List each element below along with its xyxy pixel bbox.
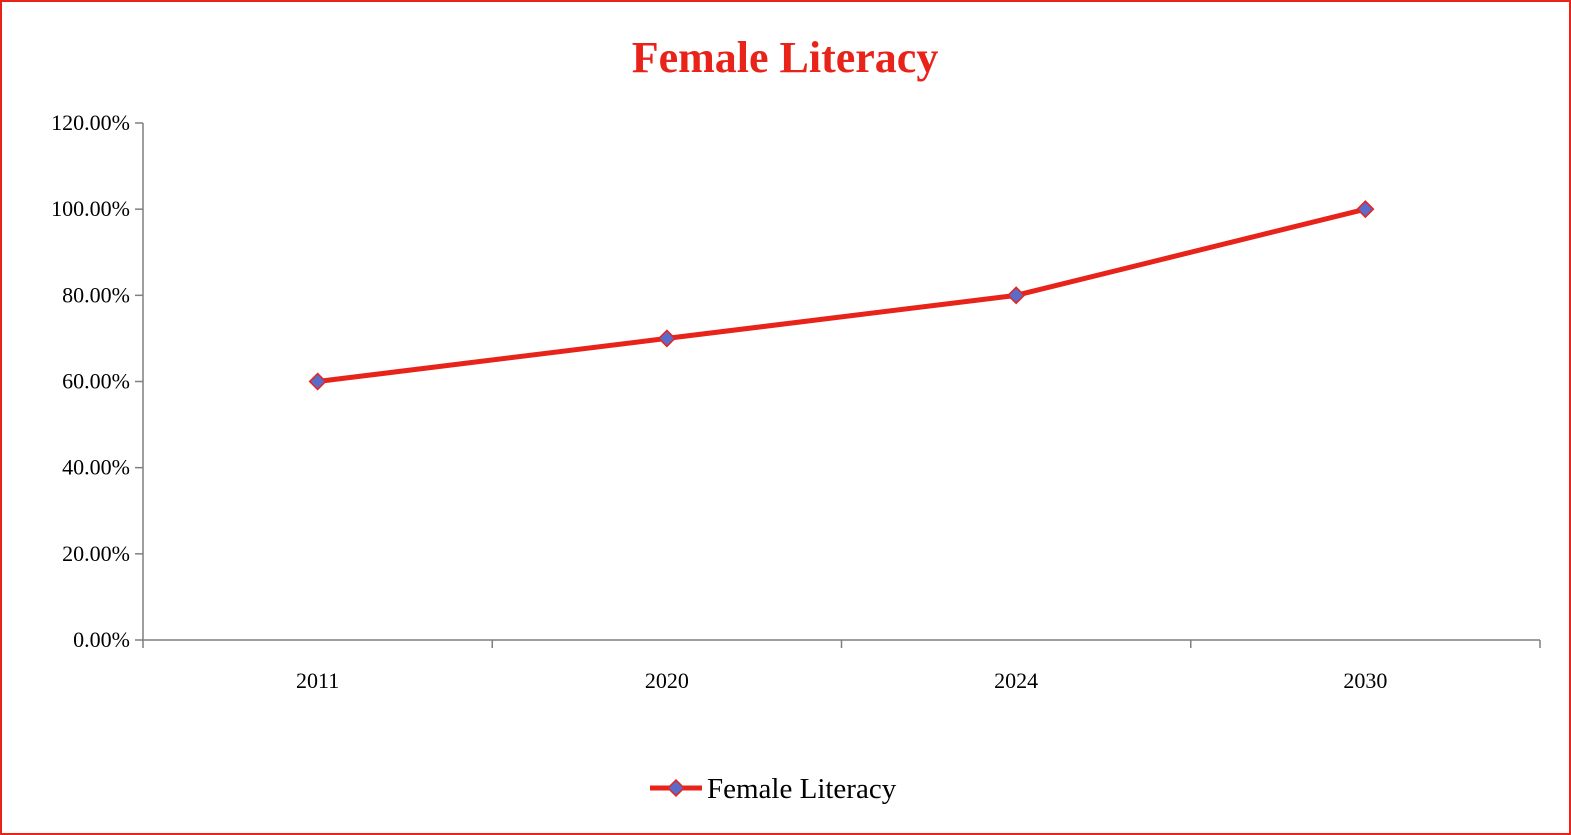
data-point bbox=[308, 372, 327, 391]
y-tick-label: 100.00% bbox=[51, 196, 130, 221]
legend-label: Female Literacy bbox=[707, 773, 897, 805]
y-tick-label: 80.00% bbox=[62, 282, 130, 307]
legend: Female Literacy bbox=[650, 773, 897, 805]
y-tick-label: 0.00% bbox=[73, 627, 130, 652]
x-tick-label: 2024 bbox=[994, 668, 1038, 693]
data-point bbox=[1356, 200, 1375, 219]
series-female-literacy bbox=[308, 200, 1375, 391]
series-line bbox=[315, 206, 1368, 384]
x-tick-label: 2020 bbox=[645, 668, 689, 693]
x-tick-label: 2030 bbox=[1343, 668, 1387, 693]
y-tick-label: 20.00% bbox=[62, 541, 130, 566]
legend-diamond-marker bbox=[666, 778, 686, 798]
x-tick-label: 2011 bbox=[296, 668, 339, 693]
chart-title: Female Literacy bbox=[632, 33, 939, 82]
y-axis: 0.00% 20.00% 40.00% 60.00% 80.00% 100.00% 120.… bbox=[51, 110, 144, 652]
data-point bbox=[657, 329, 676, 348]
y-tick-label: 40.00% bbox=[62, 455, 130, 480]
y-tick-label: 60.00% bbox=[62, 369, 130, 394]
y-tick-label: 120.00% bbox=[51, 110, 130, 135]
x-axis: 2011 2020 2024 2030 bbox=[142, 639, 1541, 693]
data-point bbox=[1007, 286, 1026, 305]
